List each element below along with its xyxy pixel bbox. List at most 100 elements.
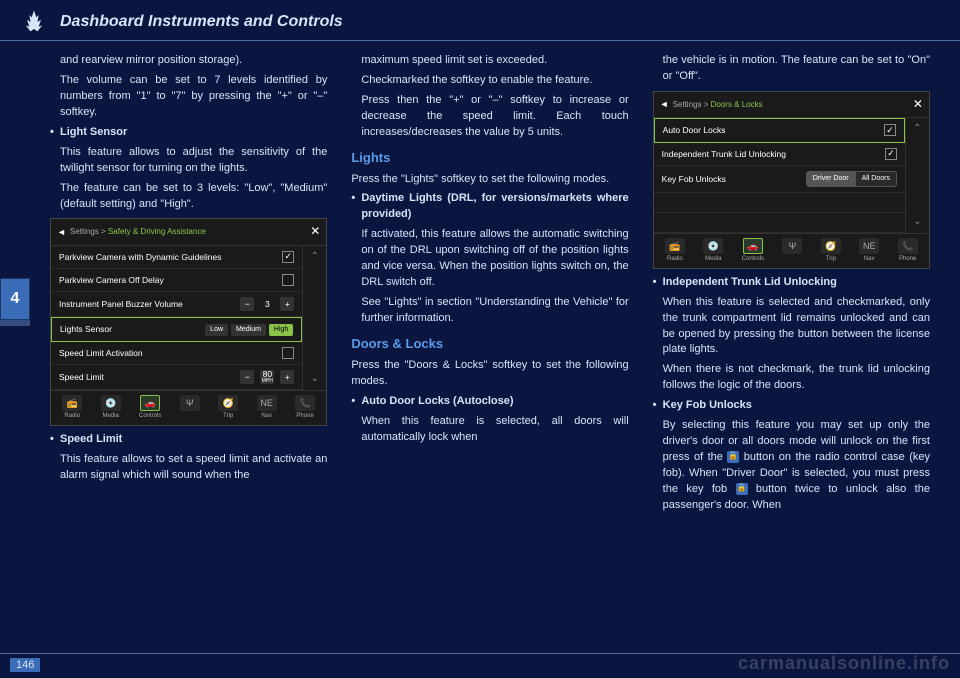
back-icon: ◄ [57,226,66,239]
settings-row: Speed Limit − 80MPH + [51,365,302,390]
page-header: Dashboard Instruments and Controls [0,0,960,41]
compass-icon: NE [859,238,879,254]
nav-label: Media [705,255,721,264]
column-3: the vehicle is in motion. The feature ca… [653,53,930,631]
chip-medium: Medium [231,324,266,336]
scroll-up-icon: ⌃ [311,250,319,265]
text: The volume can be set to 7 levels identi… [50,73,327,121]
nav-phone: 📞Phone [898,238,918,264]
bullet-key-fob: Key Fob Unlocks [653,398,930,414]
row-label: Parkview Camera Off Delay [59,274,164,286]
bullet-auto-door-locks: Auto Door Locks (Autoclose) [351,394,628,410]
text: See "Lights" in section "Understanding t… [351,295,628,327]
settings-row-highlighted: Lights Sensor Low Medium High [51,317,302,341]
row-label: Lights Sensor [60,323,112,335]
stepper-value: 3 [260,297,274,311]
watermark: carmanualsonline.info [738,653,950,674]
controls-icon: 🚗 [743,238,763,254]
nav-trip: 🧭Trip [218,395,238,421]
settings-row: Parkview Camera Off Delay [51,269,302,292]
close-icon: ✕ [310,223,320,240]
controls-icon: 🚗 [140,395,160,411]
manual-page: Dashboard Instruments and Controls 4 and… [0,0,960,678]
nav-nav: NENav [257,395,277,421]
scroll-down-icon: ⌄ [311,372,319,387]
content-columns: and rearview mirror position storage). T… [0,41,960,641]
bullet-speed-limit: Speed Limit [50,432,327,448]
text: and rearview mirror position storage). [50,53,327,69]
row-label: Independent Trunk Lid Unlocking [662,148,786,160]
bullet-trunk-unlock: Independent Trunk Lid Unlocking [653,275,930,291]
nav-label: Nav [864,255,875,264]
text: the vehicle is in motion. The feature ca… [653,53,930,85]
nav-label: Controls [742,255,764,264]
text: The feature can be set to 3 levels: "Low… [50,181,327,213]
bottom-nav: 📻Radio 💿Media 🚗Controls Ψ 🧭Trip NENav 📞P… [654,233,929,268]
back-icon: ◄ [660,98,669,111]
screen-header: ◄ Settings > Safety & Driving Assistance… [51,219,326,245]
scroll-column: ⌃ ⌄ [302,246,326,390]
settings-row-empty [654,193,905,213]
heading-lights: Lights [351,149,628,168]
close-icon: ✕ [913,96,923,113]
settings-row: Parkview Camera with Dynamic Guidelines [51,246,302,269]
checkbox-icon [282,251,294,263]
row-label: Speed Limit Activation [59,347,143,359]
scroll-up-icon: ⌃ [913,122,921,137]
trip-icon: 🧭 [821,238,841,254]
nav-media: 💿Media [703,238,723,264]
text: When this feature is selected, all doors… [351,414,628,446]
settings-list: Parkview Camera with Dynamic Guidelines … [51,246,302,390]
screen-body: Parkview Camera with Dynamic Guidelines … [51,246,326,390]
row-label: Auto Door Locks [663,124,726,136]
text: This feature allows to adjust the sensit… [50,145,327,177]
chip-group: Low Medium High [205,324,293,336]
infotainment-screenshot-safety: ◄ Settings > Safety & Driving Assistance… [50,218,327,425]
settings-row-highlighted: Auto Door Locks [654,118,905,142]
nav-radio: 📻Radio [62,395,82,421]
phone-icon: 📞 [295,395,315,411]
nav-radio: 📻Radio [665,238,685,264]
radio-icon: 📻 [665,238,685,254]
scroll-column: ⌃ ⌄ [905,118,929,233]
nav-controls: 🚗Controls [139,395,161,421]
compass-icon: NE [257,395,277,411]
nav-label: Radio [667,255,683,264]
column-1: and rearview mirror position storage). T… [50,53,327,631]
trip-icon: 🧭 [218,395,238,411]
crumb-leaf: Safety & Driving Assistance [108,227,206,236]
phone-icon: 📞 [898,238,918,254]
nav-phone: 📞Phone [295,395,315,421]
breadcrumb: Settings > Safety & Driving Assistance [70,226,206,238]
nav-nav: NENav [859,238,879,264]
infotainment-screenshot-doors: ◄ Settings > Doors & Locks ✕ Auto Door L… [653,91,930,269]
text: Press the "Doors & Locks" softkey to set… [351,358,628,390]
nav-media: 💿Media [101,395,121,421]
nav-label: Trip [826,255,836,264]
crumb-leaf: Doors & Locks [711,100,763,109]
media-icon: 💿 [101,395,121,411]
trident-icon: Ψ [782,238,802,254]
heading-doors-locks: Doors & Locks [351,335,628,354]
settings-list: Auto Door Locks Independent Trunk Lid Un… [654,118,905,233]
nav-label: Trip [223,412,233,421]
text: When there is not checkmark, the trunk l… [653,362,930,394]
pill-group: Driver Door All Doors [806,171,897,187]
nav-home: Ψ [180,395,200,421]
chip-low: Low [205,324,228,336]
bullet-drl: Daytime Lights (DRL, for versions/market… [351,191,628,223]
crumb-root: Settings > [70,227,108,236]
text: Checkmarked the softkey to enable the fe… [351,73,628,89]
nav-trip: 🧭Trip [821,238,841,264]
settings-row: Key Fob Unlocks Driver Door All Doors [654,166,905,193]
checkbox-icon [282,274,294,286]
text: Press then the "+" or "–" softkey to inc… [351,93,628,141]
stepper: − 80MPH + [240,370,294,384]
speed-value: 80MPH [260,370,274,384]
chapter-tab-shadow [0,320,30,326]
media-icon: 💿 [703,238,723,254]
bottom-nav: 📻Radio 💿Media 🚗Controls Ψ 🧭Trip NENav 📞P… [51,390,326,425]
pill-driver: Driver Door [807,172,856,186]
checkbox-icon [282,347,294,359]
row-label: Parkview Camera with Dynamic Guidelines [59,251,222,263]
